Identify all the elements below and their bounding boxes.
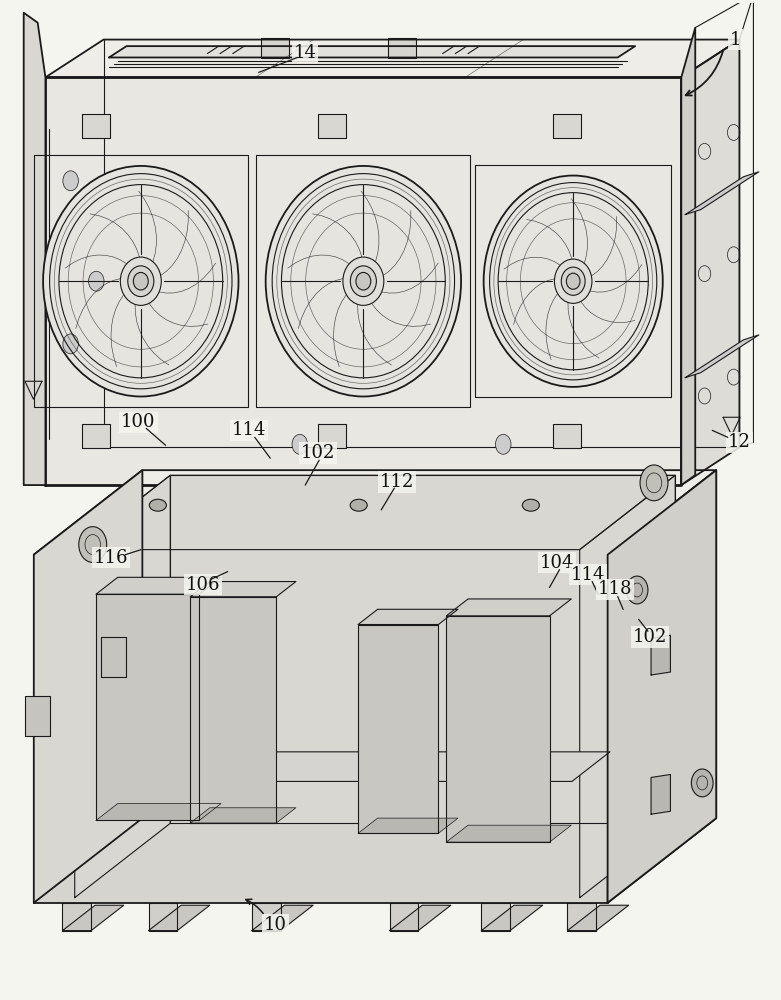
Polygon shape — [96, 594, 199, 820]
Polygon shape — [318, 424, 345, 448]
Polygon shape — [446, 599, 572, 616]
Text: 100: 100 — [121, 413, 155, 431]
Polygon shape — [358, 609, 458, 625]
Polygon shape — [62, 905, 123, 931]
Text: 118: 118 — [598, 580, 633, 598]
Ellipse shape — [351, 266, 376, 297]
Ellipse shape — [522, 499, 540, 511]
Polygon shape — [75, 475, 170, 898]
Ellipse shape — [343, 257, 383, 305]
Polygon shape — [685, 172, 759, 215]
Text: 10: 10 — [264, 916, 287, 934]
Polygon shape — [109, 46, 635, 57]
Ellipse shape — [350, 499, 367, 511]
Polygon shape — [358, 818, 458, 833]
Polygon shape — [45, 40, 740, 77]
Circle shape — [63, 334, 78, 354]
Polygon shape — [23, 13, 45, 485]
Text: 104: 104 — [540, 554, 574, 572]
Polygon shape — [82, 424, 110, 448]
Ellipse shape — [134, 272, 148, 290]
Circle shape — [640, 465, 668, 501]
Polygon shape — [390, 903, 419, 931]
Polygon shape — [685, 335, 759, 378]
Polygon shape — [580, 475, 676, 898]
Text: 114: 114 — [571, 566, 605, 584]
Polygon shape — [261, 38, 289, 58]
Polygon shape — [651, 635, 670, 675]
Polygon shape — [608, 470, 716, 903]
Ellipse shape — [356, 272, 371, 290]
Text: 116: 116 — [94, 549, 129, 567]
Ellipse shape — [562, 267, 585, 295]
Ellipse shape — [43, 166, 238, 396]
Polygon shape — [62, 903, 91, 931]
Polygon shape — [446, 616, 550, 842]
Circle shape — [691, 769, 713, 797]
Text: 102: 102 — [301, 444, 336, 462]
Polygon shape — [34, 470, 142, 903]
Ellipse shape — [149, 499, 166, 511]
Polygon shape — [102, 637, 126, 677]
Polygon shape — [446, 825, 572, 842]
Polygon shape — [358, 625, 438, 833]
Polygon shape — [148, 905, 210, 931]
Polygon shape — [75, 475, 676, 550]
Circle shape — [63, 171, 78, 191]
Text: 1: 1 — [729, 31, 741, 49]
Text: 112: 112 — [380, 473, 414, 491]
Circle shape — [292, 434, 308, 454]
Polygon shape — [34, 470, 142, 903]
Polygon shape — [191, 808, 296, 823]
Text: 14: 14 — [294, 43, 316, 62]
Text: 12: 12 — [728, 433, 751, 451]
Polygon shape — [96, 804, 221, 820]
Polygon shape — [25, 696, 50, 736]
Polygon shape — [251, 903, 280, 931]
Polygon shape — [318, 114, 345, 138]
Polygon shape — [82, 114, 110, 138]
Ellipse shape — [128, 266, 154, 297]
Polygon shape — [96, 577, 221, 594]
Polygon shape — [251, 905, 313, 931]
Polygon shape — [651, 774, 670, 814]
Polygon shape — [45, 77, 681, 485]
Circle shape — [88, 271, 104, 291]
Text: 106: 106 — [186, 576, 220, 594]
Polygon shape — [191, 582, 296, 597]
Circle shape — [79, 527, 107, 562]
Ellipse shape — [483, 176, 663, 387]
Ellipse shape — [555, 259, 592, 303]
Polygon shape — [481, 903, 510, 931]
Polygon shape — [481, 905, 543, 931]
Polygon shape — [608, 470, 716, 903]
Polygon shape — [390, 905, 451, 931]
Polygon shape — [113, 752, 610, 781]
Polygon shape — [388, 38, 416, 58]
Polygon shape — [34, 555, 608, 903]
Polygon shape — [568, 903, 596, 931]
Circle shape — [495, 434, 511, 454]
Polygon shape — [34, 818, 716, 903]
Polygon shape — [553, 114, 581, 138]
Ellipse shape — [266, 166, 461, 396]
Polygon shape — [568, 905, 629, 931]
Ellipse shape — [120, 257, 162, 305]
Ellipse shape — [566, 273, 580, 289]
Polygon shape — [34, 470, 716, 555]
Text: 102: 102 — [633, 628, 668, 646]
Polygon shape — [553, 424, 581, 448]
Circle shape — [626, 576, 648, 604]
Polygon shape — [681, 28, 695, 485]
Text: 114: 114 — [232, 421, 266, 439]
Polygon shape — [191, 597, 276, 823]
Polygon shape — [170, 475, 676, 823]
Polygon shape — [681, 40, 740, 485]
Polygon shape — [148, 903, 177, 931]
